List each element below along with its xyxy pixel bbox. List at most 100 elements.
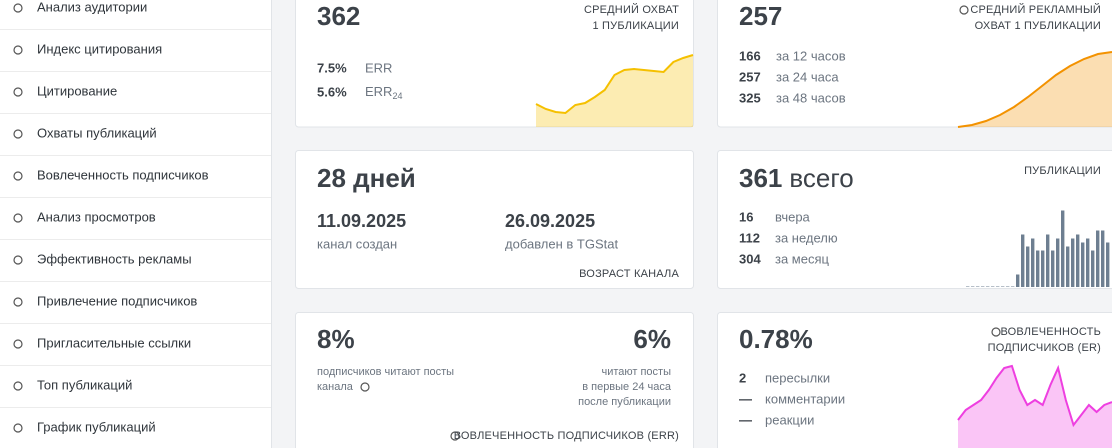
sparkline bbox=[957, 364, 1112, 448]
label: ERR bbox=[365, 84, 392, 99]
bar bbox=[991, 286, 995, 287]
metric-value: 8% bbox=[317, 324, 355, 354]
card-title: 1 ПУБЛИКАЦИИ bbox=[592, 20, 679, 32]
menu-label[interactable]: График публикаций bbox=[37, 419, 156, 434]
sparkline-line bbox=[957, 51, 1112, 128]
menu-label[interactable]: Анализ просмотров bbox=[37, 209, 156, 224]
sparkline-area bbox=[536, 55, 693, 127]
row-value: 304 bbox=[739, 251, 761, 266]
menu-label[interactable]: Анализ аудитории bbox=[37, 0, 147, 14]
menu-label[interactable]: Топ публикаций bbox=[37, 377, 132, 392]
caption: после публикации bbox=[578, 396, 671, 408]
caption: подписчиков читают посты bbox=[317, 366, 454, 378]
row-label: за неделю bbox=[775, 230, 838, 245]
help-icon[interactable] bbox=[360, 382, 370, 392]
date-label: канал создан bbox=[317, 236, 397, 251]
bar bbox=[1101, 230, 1105, 287]
menu-label[interactable]: Охваты публикаций bbox=[37, 125, 157, 140]
row-value: — bbox=[739, 391, 752, 406]
row-value: 16 bbox=[739, 209, 753, 224]
menu-label[interactable]: Пригласительные ссылки bbox=[37, 335, 191, 350]
menu-icon bbox=[13, 3, 23, 13]
card bbox=[717, 312, 1112, 448]
row-value: 2 bbox=[739, 370, 746, 385]
bar bbox=[1081, 242, 1085, 287]
caption: канала bbox=[317, 381, 354, 393]
bar bbox=[971, 286, 975, 287]
info-icon[interactable] bbox=[450, 431, 460, 441]
bar bbox=[976, 286, 980, 287]
menu-label[interactable]: Цитирование bbox=[37, 83, 117, 98]
menu-label[interactable]: Эффективность рекламы bbox=[37, 251, 192, 266]
card-title: СРЕДНИЙ РЕКЛАМНЫЙ bbox=[970, 3, 1101, 16]
sparkline bbox=[957, 51, 1112, 128]
menu-label[interactable]: Индекс цитирования bbox=[37, 41, 162, 56]
bar bbox=[986, 286, 990, 287]
bar bbox=[1071, 238, 1075, 287]
menu-icon bbox=[13, 171, 23, 181]
card-title: ПУБЛИКАЦИИ bbox=[1024, 165, 1101, 177]
rows: 166 за 12 часов 257 за 24 часа 325 за 48 часо… bbox=[739, 48, 846, 105]
bar bbox=[1026, 246, 1030, 287]
sparkline bbox=[535, 54, 694, 127]
sparkline-line bbox=[535, 54, 694, 115]
card-title: ПОДПИСЧИКОВ (ER) bbox=[988, 342, 1101, 354]
menu-icon bbox=[13, 339, 23, 349]
menu-icon bbox=[13, 255, 23, 265]
menu-icon bbox=[13, 129, 23, 139]
row-label: ERR24 bbox=[365, 84, 402, 101]
row-label: ERR bbox=[365, 60, 392, 75]
menu-icon bbox=[13, 423, 23, 433]
sidebar-menu: Анализ аудитории Индекс цитирования Цитиро… bbox=[0, 0, 271, 434]
bar bbox=[1086, 238, 1090, 287]
metric-value: 257 bbox=[739, 1, 782, 31]
metric-value: 0.78% bbox=[739, 324, 813, 354]
card-title: ВОВЛЕЧЕННОСТЬ ПОДПИСЧИКОВ (ERR) bbox=[454, 430, 679, 442]
rows: 16 вчера 112 за неделю 304 за месяц bbox=[739, 209, 838, 266]
date: 11.09.2025 bbox=[317, 211, 406, 231]
bar bbox=[981, 286, 985, 287]
card bbox=[717, 0, 1112, 128]
row-label: за 24 часа bbox=[776, 69, 839, 84]
bar bbox=[1021, 234, 1025, 287]
bar bbox=[1031, 238, 1035, 287]
caption: читают посты bbox=[601, 366, 671, 378]
info-icon[interactable] bbox=[991, 327, 1001, 337]
bar bbox=[1091, 250, 1095, 287]
card bbox=[295, 312, 694, 448]
bar-chart bbox=[966, 210, 1110, 287]
bar bbox=[1051, 250, 1055, 287]
card-title: ОХВАТ 1 ПУБЛИКАЦИИ bbox=[975, 20, 1101, 32]
rows: 2 пересылки — комментарии — реакции bbox=[739, 370, 845, 427]
card bbox=[295, 150, 694, 289]
row-value: 257 bbox=[739, 69, 761, 84]
row-value: — bbox=[739, 412, 752, 427]
subscript: 24 bbox=[392, 91, 402, 101]
info-icon[interactable] bbox=[959, 5, 969, 15]
menu-label[interactable]: Вовлеченность подписчиков bbox=[37, 167, 209, 182]
row-label: комментарии bbox=[765, 391, 845, 406]
sidebar bbox=[0, 0, 271, 448]
metric-value: 28 дней bbox=[317, 163, 416, 193]
row-label: пересылки bbox=[765, 370, 830, 385]
menu-label[interactable]: Привлечение подписчиков bbox=[37, 293, 197, 308]
value-suffix: всего bbox=[789, 163, 853, 193]
sparkline-line bbox=[957, 364, 1112, 428]
bar bbox=[1046, 234, 1050, 287]
menu-icon bbox=[13, 87, 23, 97]
bar bbox=[1096, 230, 1100, 287]
bar bbox=[996, 286, 1000, 287]
metric-value: 361 всего bbox=[739, 163, 854, 193]
row-label: за 48 часов bbox=[776, 90, 846, 105]
value: 361 bbox=[739, 163, 782, 193]
date: 26.09.2025 bbox=[505, 211, 595, 231]
bar bbox=[1041, 250, 1045, 287]
bar bbox=[1001, 286, 1005, 287]
menu-icon bbox=[13, 297, 23, 307]
row-value: 325 bbox=[739, 90, 761, 105]
card-title: ВОВЛЕЧЕННОСТЬ bbox=[1000, 326, 1101, 338]
bar bbox=[1061, 210, 1065, 287]
bar bbox=[1016, 274, 1020, 287]
menu-icon bbox=[13, 213, 23, 223]
card bbox=[295, 0, 694, 128]
